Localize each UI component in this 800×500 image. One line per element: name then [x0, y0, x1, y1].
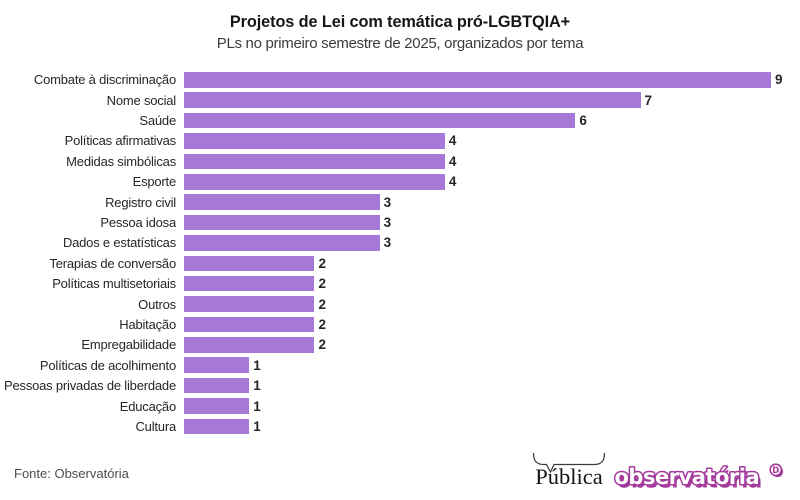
value-label: 1 — [253, 357, 261, 373]
bar[interactable] — [184, 337, 315, 353]
chart-row: Políticas multisetoriais 2 — [0, 274, 800, 294]
bar[interactable] — [184, 112, 576, 129]
value-label: 3 — [383, 194, 392, 210]
source-note: Fonte: Observatória — [14, 466, 129, 481]
chart-row: Cultura 1 — [0, 416, 800, 436]
observatoria-logo: observatória observatória D — [613, 463, 784, 493]
chart-row: Habitação 2 — [0, 314, 800, 334]
bar[interactable] — [184, 255, 315, 272]
value-label: 3 — [383, 215, 392, 231]
category-label: Cultura — [135, 418, 176, 434]
value-label: 2 — [318, 276, 326, 292]
chart-row: Políticas afirmativas 4 — [0, 131, 800, 151]
category-label: Pessoas privadas de liberdade — [4, 378, 176, 394]
chart-row: Pessoa idosa 3 — [0, 212, 800, 232]
category-label: Combate à discriminação — [33, 72, 176, 88]
bar[interactable] — [184, 133, 445, 149]
bar[interactable] — [184, 214, 380, 231]
bar[interactable] — [184, 398, 250, 414]
chart-row: Políticas de acolhimento 1 — [0, 355, 800, 375]
value-label: 1 — [253, 378, 261, 394]
chart-row: Medidas simbólicas 4 — [0, 151, 800, 171]
category-label: Outros — [138, 296, 176, 312]
category-label: Políticas de acolhimento — [39, 357, 176, 373]
category-label: Terapias de conversão — [49, 255, 176, 271]
category-label: Pessoa idosa — [100, 215, 176, 231]
value-label: 1 — [253, 418, 261, 434]
chart-row: Outros 2 — [0, 294, 800, 314]
observatoria-logo-shadow: observatória — [617, 469, 762, 493]
value-label: 3 — [383, 235, 392, 251]
value-label: 2 — [318, 316, 326, 332]
category-label: Nome social — [106, 92, 177, 108]
chart-row: Nome social 7 — [0, 90, 800, 110]
value-label: 4 — [448, 153, 457, 169]
category-label: Habitação — [119, 316, 176, 332]
category-label: Saúde — [139, 113, 176, 129]
bar[interactable] — [184, 316, 315, 333]
chart-row: Registro civil 3 — [0, 192, 800, 212]
bar[interactable] — [184, 153, 445, 170]
bar-chart: Combate à discriminação 9 Nome social 7 … — [0, 70, 800, 437]
chart-row: Educação 1 — [0, 396, 800, 416]
observatoria-badge-letter: D — [772, 466, 779, 476]
category-label: Políticas multisetoriais — [52, 276, 176, 292]
value-label: 2 — [318, 296, 326, 312]
bar[interactable] — [184, 92, 641, 108]
bar[interactable] — [184, 275, 315, 292]
observatoria-badge-icon: D — [769, 463, 784, 478]
value-label: 2 — [318, 255, 326, 271]
value-label: 4 — [448, 133, 457, 149]
chart-row: Terapias de conversão 2 — [0, 253, 800, 273]
chart-row: Combate à discriminação 9 — [0, 70, 800, 90]
bar[interactable] — [184, 235, 380, 251]
chart-row: Pessoas privadas de liberdade 1 — [0, 375, 800, 395]
chart-row: Saúde 6 — [0, 110, 800, 130]
value-label: 6 — [579, 113, 587, 129]
publica-logo-text: Pública — [535, 464, 603, 489]
value-label: 9 — [775, 72, 783, 88]
category-label: Políticas afirmativas — [64, 133, 177, 149]
bar[interactable] — [184, 173, 445, 190]
observatoria-logo-text: observatória — [615, 465, 760, 489]
publica-logo: Pública — [531, 451, 607, 489]
bar[interactable] — [184, 357, 250, 374]
category-label: Registro civil — [105, 194, 176, 210]
bar[interactable] — [184, 194, 380, 210]
bar[interactable] — [184, 377, 250, 394]
category-label: Medidas simbólicas — [66, 153, 176, 169]
category-label: Empregabilidade — [81, 337, 176, 353]
chart-title: Projetos de Lei com temática pró-LGBTQIA… — [229, 13, 571, 31]
chart-row: Esporte 4 — [0, 172, 800, 192]
value-label: 7 — [644, 92, 653, 108]
category-label: Esporte — [132, 174, 177, 190]
bar[interactable] — [184, 71, 771, 88]
chart-row: Empregabilidade 2 — [0, 335, 800, 355]
bar[interactable] — [184, 418, 250, 435]
publica-brace-icon — [532, 452, 606, 474]
chart-subtitle: PLs no primeiro semestre de 2025, organi… — [216, 35, 584, 52]
value-label: 4 — [448, 174, 457, 190]
value-label: 1 — [253, 398, 261, 414]
category-label: Dados e estatísticas — [62, 235, 176, 251]
value-label: 2 — [318, 337, 326, 353]
bar[interactable] — [184, 296, 315, 312]
category-label: Educação — [119, 398, 176, 414]
chart-row: Dados e estatísticas 3 — [0, 233, 800, 253]
